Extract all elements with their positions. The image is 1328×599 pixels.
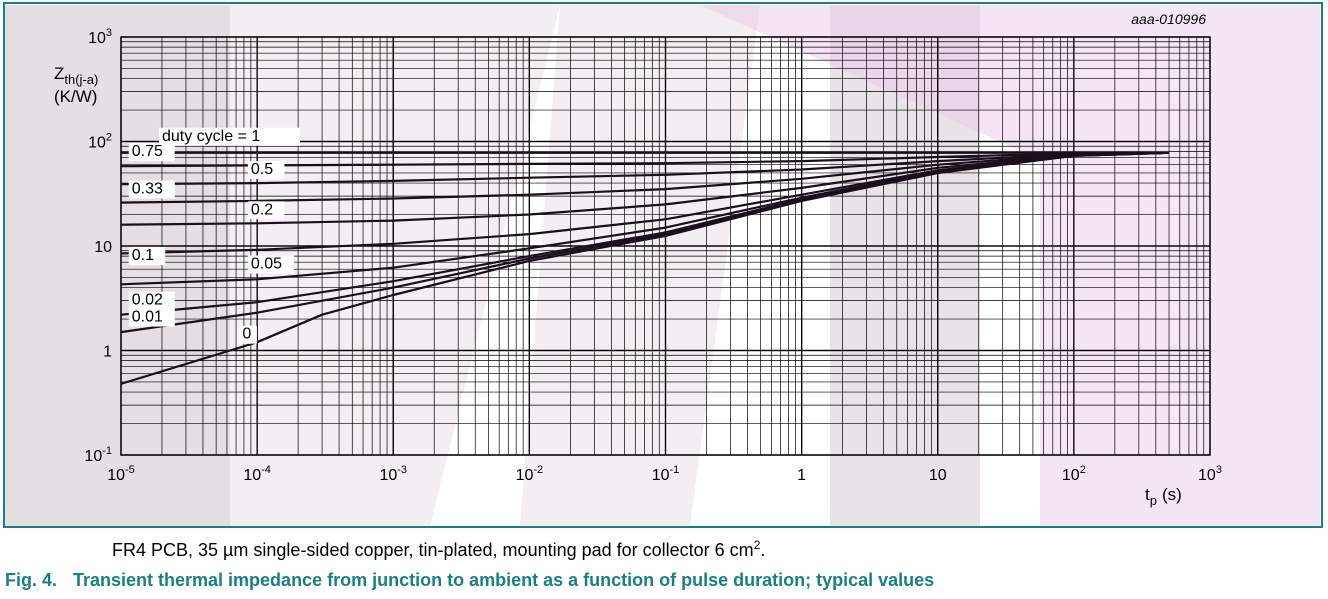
x-tick-label: 10-5: [107, 464, 135, 484]
tick-exponent: -1: [102, 445, 112, 457]
x-axis-label: tp (s): [1145, 485, 1182, 508]
tick-base: 10: [243, 467, 261, 484]
caption-number: Fig. 4.: [5, 570, 58, 590]
chart-id-label: aaa-010996: [1131, 11, 1206, 27]
curve-label-bg: [247, 161, 285, 180]
x-axis-unit: (s): [1162, 485, 1182, 504]
y-tick-label: 10: [94, 239, 112, 256]
curve-label-bg: [247, 255, 294, 274]
tick-base: 10: [516, 467, 534, 484]
tick-base: 10: [1198, 467, 1216, 484]
curve-label: 0.05: [251, 256, 282, 273]
curve-group: [120, 151, 1170, 385]
curve-2: [120, 151, 1170, 186]
figure-frame: [3, 2, 1323, 528]
curve-label-bg: [158, 127, 300, 146]
curve-label: 0.1: [132, 247, 154, 264]
curve-label: 0.5: [251, 161, 273, 178]
curve-label-bg: [128, 143, 175, 162]
x-tick-label: 10-3: [379, 464, 407, 484]
x-tick-label: 10-2: [516, 464, 544, 484]
note-end: .: [760, 540, 766, 560]
y-axis-symbol: Z: [54, 64, 64, 83]
x-tick-label: 10: [929, 467, 947, 484]
curve-label: 0.2: [251, 201, 273, 218]
x-tick-labels: 10-5 10-4 10-3 10-2 10-1 1 10 102 103: [107, 464, 1222, 484]
x-tick-label: 103: [1198, 464, 1222, 484]
tick-base: 10: [94, 239, 112, 256]
curve-label: 0.33: [132, 180, 163, 197]
y-axis-subscript: th(j-a): [64, 72, 98, 87]
curve-3: [120, 151, 1170, 204]
plot-border: [120, 36, 1211, 456]
note-superscript: 2: [753, 538, 761, 552]
curve-label: 0.75: [132, 143, 163, 160]
curve-label-bg: [128, 308, 175, 327]
tick-exponent: 3: [106, 27, 112, 39]
tick-base: 10: [929, 467, 947, 484]
curve-label: 0.01: [132, 309, 163, 326]
thermal-impedance-chart: duty cycle = 10.750.50.330.20.1 0.050.020…: [5, 5, 1320, 526]
y-tick-label: 10-1: [84, 445, 112, 465]
x-tick-label: 1: [797, 467, 806, 484]
tick-base: 1: [797, 467, 806, 484]
curve-label-bg: [128, 291, 175, 310]
tick-exponent: 2: [1080, 464, 1086, 476]
tick-exponent: -2: [533, 464, 543, 476]
figure-note: FR4 PCB, 35 µm single-sided copper, tin-…: [112, 538, 765, 561]
y-tick-label: 102: [88, 132, 112, 152]
x-axis-subscript: p: [1150, 493, 1157, 508]
curve-8: [120, 151, 1170, 334]
x-tick-label: 10-4: [243, 464, 271, 484]
x-tick-label: 10-1: [652, 464, 680, 484]
y-axis-label: Zth(j-a): [54, 64, 98, 87]
tick-base: 10: [88, 135, 106, 152]
tick-exponent: -1: [670, 464, 680, 476]
curve-1: [120, 151, 1170, 168]
curve-label-bg: [239, 325, 257, 344]
note-text: FR4 PCB, 35 µm single-sided copper, tin-…: [112, 540, 754, 560]
y-tick-label: 1: [103, 344, 112, 361]
caption-text: Transient thermal impedance from junctio…: [73, 570, 935, 590]
tick-base: 10: [1062, 467, 1080, 484]
tick-base: 10: [84, 448, 102, 465]
curve-label: duty cycle = 1: [162, 128, 260, 145]
tick-exponent: 3: [1216, 464, 1222, 476]
x-axis-symbol: t: [1145, 485, 1150, 504]
tick-exponent: -5: [125, 464, 135, 476]
curve-9: [120, 151, 1170, 385]
tick-exponent: 2: [106, 132, 112, 144]
tick-base: 10: [88, 30, 106, 47]
curve-label-bg: [128, 247, 166, 266]
y-axis-unit: (K/W): [54, 87, 97, 106]
tick-base: 10: [107, 467, 125, 484]
figure-caption: Fig. 4. Transient thermal impedance from …: [5, 570, 934, 591]
y-tick-label: 103: [88, 27, 112, 47]
tick-base: 1: [103, 344, 112, 361]
curve-label-bg: [247, 201, 285, 220]
curve-label: 0.02: [132, 292, 163, 309]
tick-base: 10: [379, 467, 397, 484]
curve-label: 0: [242, 326, 251, 343]
tick-exponent: -3: [397, 464, 407, 476]
curve-labels: duty cycle = 10.750.50.330.20.1 0.050.020…: [128, 127, 300, 344]
watermark: [5, 5, 1320, 526]
grid-lines: [120, 36, 1211, 456]
tick-exponent: -4: [261, 464, 271, 476]
tick-base: 10: [652, 467, 670, 484]
x-tick-label: 102: [1062, 464, 1086, 484]
curve-label-bg: [128, 180, 175, 199]
